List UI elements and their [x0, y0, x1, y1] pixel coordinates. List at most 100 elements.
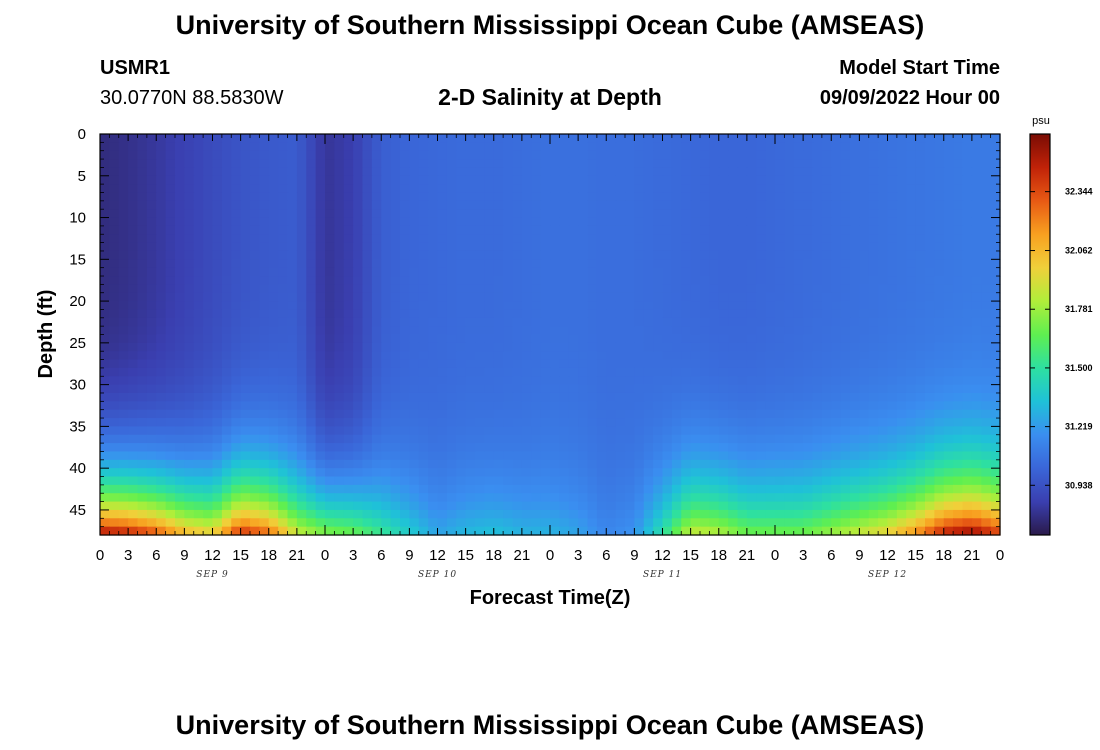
heatmap-cell	[850, 509, 860, 519]
heatmap-cell	[831, 476, 842, 486]
heatmap-cell	[475, 518, 485, 528]
heatmap-cell	[587, 142, 598, 152]
heatmap-cell	[962, 367, 973, 377]
heatmap-cell	[765, 267, 776, 277]
heatmap-cell	[690, 284, 701, 294]
heatmap-cell	[400, 200, 410, 210]
heatmap-cell	[493, 250, 504, 260]
heatmap-cell	[568, 142, 579, 152]
heatmap-cell	[681, 409, 692, 419]
heatmap-cell	[146, 142, 157, 152]
heatmap-cell	[137, 142, 148, 152]
heatmap-cell	[484, 476, 495, 486]
heatmap-cell	[278, 184, 289, 194]
heatmap-cell	[868, 209, 879, 219]
heatmap-cell	[100, 367, 110, 377]
heatmap-cell	[859, 225, 870, 235]
heatmap-cell	[596, 250, 607, 260]
heatmap-cell	[896, 192, 907, 202]
heatmap-cell	[315, 192, 326, 202]
heatmap-cell	[596, 342, 607, 352]
heatmap-cell	[850, 209, 860, 219]
heatmap-cell	[175, 484, 185, 494]
x-tick-label: 6	[602, 547, 610, 564]
heatmap-cell	[240, 250, 251, 260]
heatmap-cell	[718, 192, 729, 202]
heatmap-cell	[175, 142, 185, 152]
heatmap-cell	[746, 309, 757, 319]
heatmap-cell	[718, 276, 729, 285]
heatmap-cell	[643, 209, 654, 219]
heatmap-cell	[512, 334, 523, 344]
heatmap-cell	[887, 409, 898, 419]
heatmap-cell	[925, 142, 935, 152]
x-tick-label: 18	[260, 547, 277, 564]
heatmap-cell	[934, 326, 945, 336]
heatmap-cell	[540, 451, 551, 461]
heatmap-cell	[409, 418, 420, 427]
heatmap-cell	[953, 175, 964, 185]
heatmap-cell	[812, 225, 823, 235]
heatmap-cell	[906, 267, 917, 277]
heatmap-cell	[981, 518, 992, 528]
heatmap-cell	[100, 234, 110, 244]
heatmap-cell	[971, 451, 982, 461]
heatmap-cell	[850, 409, 860, 419]
heatmap-cell	[381, 317, 392, 327]
heatmap-cell	[662, 175, 673, 185]
heatmap-cell	[681, 250, 692, 260]
heatmap-cell	[896, 292, 907, 302]
heatmap-cell	[850, 150, 860, 160]
heatmap-cell	[193, 159, 204, 169]
heatmap-cell	[540, 459, 551, 469]
heatmap-cell	[334, 259, 345, 269]
heatmap-cell	[859, 167, 870, 177]
heatmap-cell	[756, 192, 767, 202]
heatmap-cell	[596, 209, 607, 219]
heatmap-cell	[306, 267, 317, 277]
heatmap-cell	[343, 276, 354, 285]
heatmap-cell	[540, 392, 551, 402]
heatmap-cell	[896, 367, 907, 377]
heatmap-cell	[334, 342, 345, 352]
heatmap-cell	[531, 301, 542, 311]
heatmap-cell	[493, 418, 504, 427]
heatmap-cell	[868, 159, 879, 169]
heatmap-cell	[287, 284, 298, 294]
heatmap-cell	[709, 409, 720, 419]
heatmap-cell	[709, 451, 720, 461]
heatmap-cell	[512, 134, 523, 143]
heatmap-cell	[315, 459, 326, 469]
heatmap-cell	[193, 317, 204, 327]
heatmap-cell	[146, 184, 157, 194]
heatmap-cell	[709, 292, 720, 302]
heatmap-cell	[859, 468, 870, 478]
heatmap-cell	[221, 342, 232, 352]
station-location: 30.0770N 88.5830W	[100, 87, 284, 109]
heatmap-cell	[765, 376, 776, 386]
heatmap-cell	[775, 175, 785, 185]
heatmap-cell	[793, 334, 804, 344]
heatmap-cell	[653, 150, 664, 160]
heatmap-cell	[850, 292, 860, 302]
heatmap-cell	[671, 501, 682, 511]
heatmap-cell	[296, 200, 307, 210]
heatmap-cell	[465, 234, 476, 244]
heatmap-cell	[756, 276, 767, 285]
heatmap-cell	[850, 284, 860, 294]
heatmap-cell	[184, 209, 195, 219]
heatmap-cell	[306, 434, 317, 444]
heatmap-cell	[306, 242, 317, 252]
heatmap-cell	[831, 376, 842, 386]
heatmap-cell	[634, 392, 645, 402]
heatmap-cell	[156, 334, 167, 344]
heatmap-cell	[681, 376, 692, 386]
heatmap-cell	[409, 451, 420, 461]
heatmap-cell	[446, 518, 457, 528]
heatmap-cell	[971, 468, 982, 478]
heatmap-cell	[718, 200, 729, 210]
heatmap-cell	[793, 217, 804, 227]
heatmap-cell	[840, 301, 851, 311]
heatmap-cell	[934, 142, 945, 152]
heatmap-cell	[850, 217, 860, 227]
